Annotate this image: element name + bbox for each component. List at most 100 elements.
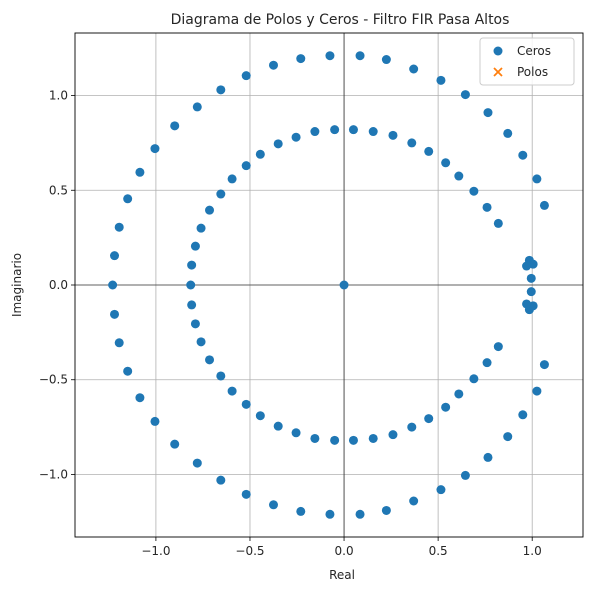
zero-point [407, 422, 417, 432]
zero-point [522, 299, 532, 309]
zero-point [241, 161, 251, 171]
zero-point [493, 342, 503, 352]
zero-point [330, 435, 340, 445]
zero-point [114, 222, 124, 232]
zero-point [187, 260, 197, 270]
zero-point [469, 186, 479, 196]
zero-point [108, 280, 118, 290]
zero-point [216, 371, 226, 381]
zero-point [348, 125, 358, 135]
x-tick-label: −0.5 [235, 544, 264, 558]
zero-point [424, 146, 434, 156]
zero-point [192, 102, 202, 112]
zero-point [518, 410, 528, 420]
zero-point [330, 125, 340, 135]
zero-point [227, 386, 237, 396]
zero-point [460, 470, 470, 480]
zero-point [291, 428, 301, 438]
x-tick-label: 0.5 [429, 544, 448, 558]
zero-axis-lines [75, 33, 583, 537]
zero-point [355, 51, 365, 61]
zero-point [192, 458, 202, 468]
zero-point [407, 138, 417, 148]
x-tick-label: 1.0 [523, 544, 542, 558]
zero-point [123, 194, 133, 204]
zero-point [273, 139, 283, 149]
zero-point [135, 393, 145, 403]
zero-point [255, 411, 265, 421]
zero-point [539, 360, 549, 370]
x-axis-label: Real [329, 568, 355, 582]
zero-point [483, 108, 493, 118]
legend-box [479, 37, 575, 86]
zero-point [532, 386, 542, 396]
zero-point [526, 287, 536, 297]
zero-point [460, 90, 470, 100]
legend: Ceros Polos [479, 37, 575, 86]
x-tick-label: −1.0 [141, 544, 170, 558]
zero-point [483, 452, 493, 462]
zero-point [241, 489, 251, 499]
zero-point [522, 261, 532, 271]
zero-point [170, 121, 180, 131]
legend-ceros-label: Ceros [517, 44, 551, 58]
zero-point [291, 132, 301, 142]
zero-point [469, 374, 479, 384]
zero-point [493, 218, 503, 228]
legend-polos-label: Polos [517, 65, 548, 79]
zero-point [454, 389, 464, 399]
zero-point [518, 150, 528, 160]
zero-point [532, 174, 542, 184]
zero-point [123, 366, 133, 376]
zero-point [196, 223, 206, 233]
zero-point [310, 127, 320, 137]
zero-point [196, 337, 206, 347]
zero-point [296, 506, 306, 516]
x-tick-label: 0.0 [335, 544, 354, 558]
zero-point [216, 475, 226, 485]
zero-point [381, 505, 391, 515]
zero-point [482, 358, 492, 368]
y-axis-label: Imaginario [10, 253, 24, 317]
zero-point [339, 280, 349, 290]
zero-point [325, 509, 335, 519]
zero-point [368, 127, 378, 137]
zero-point [135, 167, 145, 177]
y-tick-label: 0.0 [49, 278, 68, 292]
data-points [108, 51, 549, 519]
zero-point [205, 205, 215, 215]
zero-point [355, 509, 365, 519]
zero-point [436, 75, 446, 85]
zero-point [424, 414, 434, 424]
zero-point [187, 300, 197, 310]
zero-point [150, 416, 160, 426]
zero-point [268, 60, 278, 70]
zero-point [255, 149, 265, 159]
x-ticks: −1.0 −0.5 0.0 0.5 1.0 [141, 537, 542, 558]
zero-point [273, 421, 283, 431]
zero-point [110, 309, 120, 319]
y-tick-label: −1.0 [39, 467, 68, 481]
zero-point [388, 430, 398, 440]
zero-point [436, 485, 446, 495]
zero-point [205, 355, 215, 365]
zero-point [170, 439, 180, 449]
zero-point [186, 280, 196, 290]
y-ticks: −1.0 −0.5 0.0 0.5 1.0 [39, 89, 75, 481]
zero-point [381, 55, 391, 65]
y-tick-label: −0.5 [39, 373, 68, 387]
zero-point [454, 171, 464, 181]
zero-point [503, 432, 513, 442]
zero-point [110, 251, 120, 261]
zero-point [539, 200, 549, 210]
zero-point [409, 64, 419, 74]
zero-point [482, 202, 492, 212]
y-tick-label: 1.0 [49, 89, 68, 103]
zero-point [441, 402, 451, 412]
zero-point [268, 500, 278, 510]
zero-point [150, 144, 160, 154]
y-tick-label: 0.5 [49, 183, 68, 197]
zero-point [296, 54, 306, 64]
zero-point [409, 496, 419, 506]
